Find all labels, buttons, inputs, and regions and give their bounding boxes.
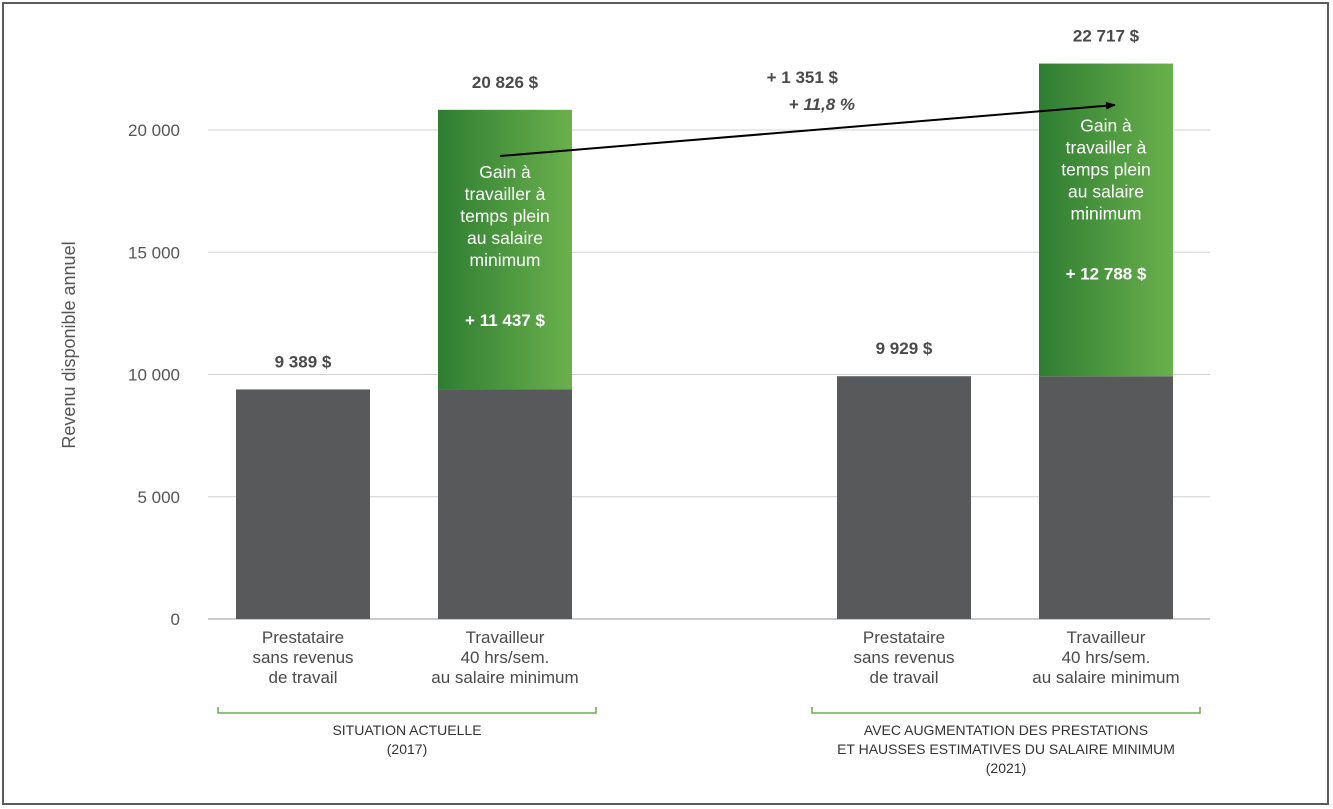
increase-arrow — [499, 101, 1116, 157]
category-label: Prestataire — [863, 628, 945, 647]
y-tick-label: 15 000 — [128, 243, 180, 262]
group-label: AVEC AUGMENTATION DES PRESTATIONS — [864, 722, 1148, 738]
gain-description: minimum — [470, 250, 541, 270]
group-label: (2021) — [986, 760, 1026, 776]
category-label: 40 hrs/sem. — [1062, 648, 1151, 667]
category-label: au salaire minimum — [1032, 668, 1179, 687]
bar-base — [1039, 376, 1173, 619]
category-label: au salaire minimum — [431, 668, 578, 687]
category-label: Prestataire — [262, 628, 344, 647]
total-value-label: 22 717 $ — [1073, 27, 1140, 46]
gain-value-label: + 11 437 $ — [465, 311, 545, 330]
gain-description: temps plein — [460, 206, 550, 226]
gain-description: minimum — [1071, 204, 1142, 224]
y-axis-label: Revenu disponible annuel — [59, 241, 79, 448]
category-label: de travail — [269, 668, 338, 687]
total-value-label: 9 389 $ — [275, 352, 332, 371]
gain-description: au salaire — [467, 228, 543, 248]
group-label: SITUATION ACTUELLE — [332, 722, 481, 738]
bar-base — [837, 376, 971, 619]
category-label: 40 hrs/sem. — [461, 648, 550, 667]
gain-description: temps plein — [1061, 160, 1151, 180]
gain-description: travailler à — [1066, 138, 1147, 158]
y-tick-label: 20 000 — [128, 121, 180, 140]
bar-gain — [1039, 63, 1173, 377]
bar-base — [236, 389, 370, 619]
gain-description: Gain à — [479, 162, 531, 182]
category-label: Travailleur — [1067, 628, 1146, 647]
total-value-label: 9 929 $ — [876, 339, 933, 358]
category-label: de travail — [870, 668, 939, 687]
increase-percent-label: + 11,8 % — [789, 95, 855, 114]
bar-base — [438, 389, 572, 619]
group-label: ET HAUSSES ESTIMATIVES DU SALAIRE MINIMU… — [837, 741, 1175, 757]
y-tick-label: 5 000 — [137, 488, 180, 507]
increase-amount-label: + 1 351 $ — [767, 68, 839, 87]
category-label: sans revenus — [252, 648, 353, 667]
y-tick-label: 0 — [171, 610, 180, 629]
category-label: Travailleur — [466, 628, 545, 647]
y-tick-label: 10 000 — [128, 366, 180, 385]
gain-description: travailler à — [465, 184, 546, 204]
group-bracket — [217, 707, 597, 714]
group-label: (2017) — [387, 741, 427, 757]
category-label: sans revenus — [853, 648, 954, 667]
group-bracket — [811, 707, 1201, 714]
gain-description: Gain à — [1080, 116, 1132, 136]
total-value-label: 20 826 $ — [472, 73, 539, 92]
gain-value-label: + 12 788 $ — [1066, 265, 1147, 284]
gain-description: au salaire — [1068, 182, 1144, 202]
